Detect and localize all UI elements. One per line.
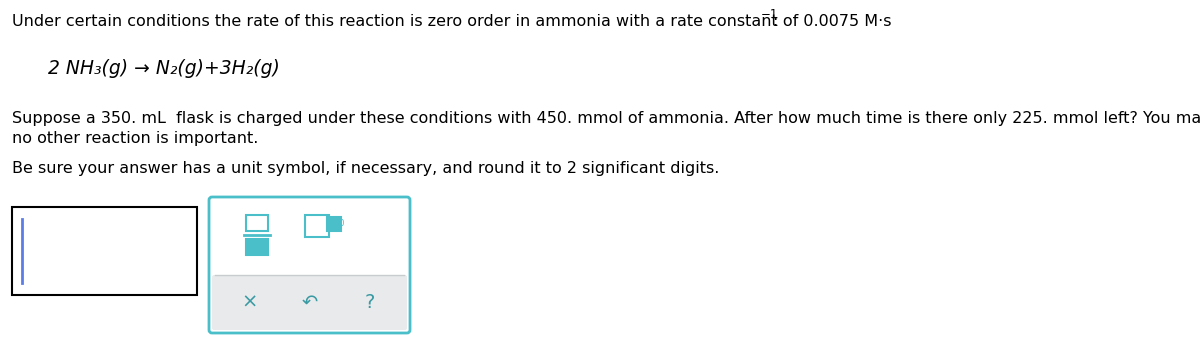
Text: −1: −1	[761, 8, 779, 20]
Text: Be sure your answer has a unit symbol, if necessary, and round it to 2 significa: Be sure your answer has a unit symbol, i…	[12, 161, 719, 175]
Text: Suppose a 350. mL  flask is charged under these conditions with 450. mmol of amm: Suppose a 350. mL flask is charged under…	[12, 110, 1200, 126]
Bar	[246, 239, 268, 255]
Bar	[12, 207, 197, 295]
FancyBboxPatch shape	[209, 197, 410, 333]
Bar	[326, 217, 341, 231]
Text: no other reaction is important.: no other reaction is important.	[12, 130, 258, 146]
Text: ×: ×	[242, 292, 258, 311]
Text: 2 NH₃(g) → N₂(g)+3H₂(g): 2 NH₃(g) → N₂(g)+3H₂(g)	[48, 58, 280, 78]
Bar	[305, 215, 329, 237]
FancyBboxPatch shape	[212, 275, 407, 330]
Text: x10: x10	[330, 219, 346, 228]
Bar	[246, 215, 268, 231]
Text: ?: ?	[365, 292, 376, 311]
Text: Under certain conditions the rate of this reaction is zero order in ammonia with: Under certain conditions the rate of thi…	[12, 15, 892, 29]
Text: ↶: ↶	[302, 292, 318, 311]
Text: :: :	[772, 15, 778, 29]
